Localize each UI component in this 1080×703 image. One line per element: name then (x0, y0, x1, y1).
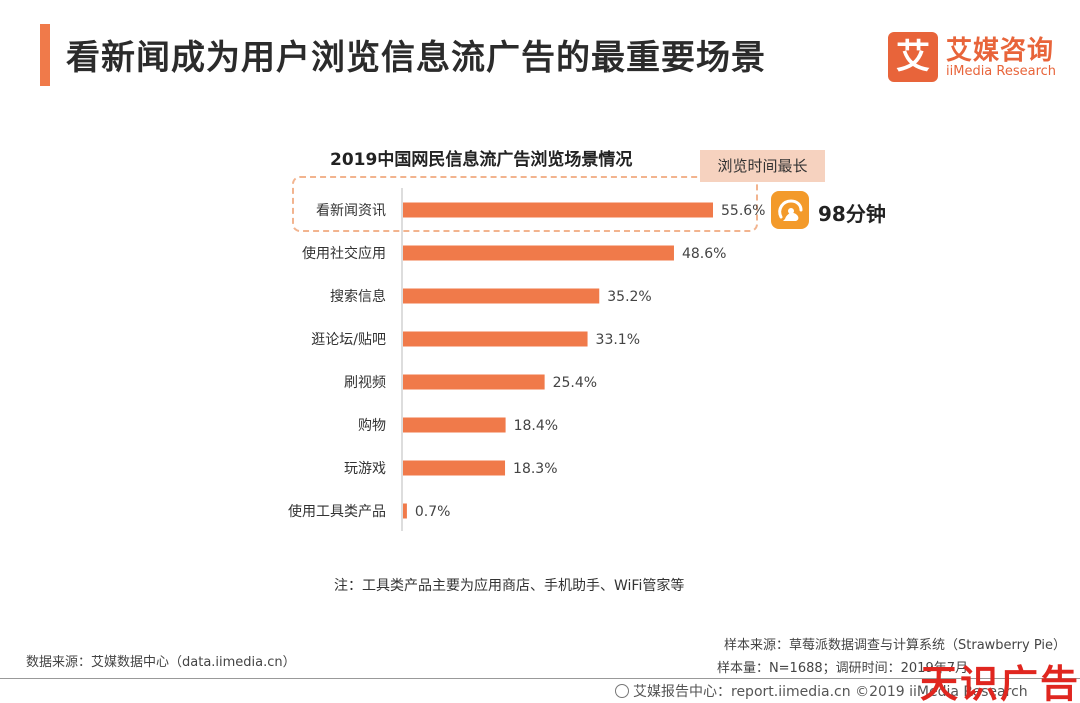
uc-browser-icon (771, 191, 809, 229)
category-label: 搜索信息 (330, 288, 386, 305)
value-label: 18.4% (514, 418, 558, 434)
category-label: 刷视频 (344, 375, 386, 391)
category-label: 逛论坛/贴吧 (311, 332, 386, 348)
chart-title: 2019中国网民信息流广告浏览场景情况 (330, 150, 633, 170)
logo-mark: 艾 (888, 32, 938, 82)
value-label: 35.2% (607, 289, 651, 305)
value-label: 25.4% (553, 375, 597, 391)
category-label: 使用工具类产品 (288, 503, 386, 520)
footer-copyright-text: 艾媒报告中心：report.iimedia.cn ©2019 iiMedia R… (633, 684, 1028, 700)
bar (403, 460, 506, 476)
category-label: 看新闻资讯 (316, 203, 386, 219)
logo-chinese-name: 艾媒咨询 (946, 36, 1055, 66)
category-label: 玩游戏 (344, 461, 386, 477)
category-label: 购物 (358, 418, 386, 434)
value-label: 33.1% (596, 332, 640, 348)
longest-time-callout: 浏览时间最长 (700, 150, 825, 182)
bar (403, 245, 674, 261)
iimedia-logo: 艾 艾媒咨询 iiMedia Research (888, 30, 1068, 86)
bar (403, 417, 506, 433)
bar (403, 331, 588, 347)
top-category-highlight-box (292, 176, 758, 232)
title-accent-bar (40, 24, 50, 86)
value-label: 18.3% (513, 461, 557, 477)
bar (403, 288, 600, 304)
app-time-label: 98分钟 (818, 202, 886, 226)
value-label: 0.7% (415, 504, 451, 520)
page-title: 看新闻成为用户浏览信息流广告的最重要场景 (66, 38, 766, 78)
globe-icon (615, 684, 629, 698)
sample-source: 样本来源：草莓派数据调查与计算系统（Strawberry Pie） (724, 638, 1066, 653)
category-label: 使用社交应用 (302, 245, 386, 262)
value-label: 55.6% (721, 203, 765, 219)
footer-divider (0, 678, 1080, 679)
watermark: 天识广告 (920, 662, 1080, 703)
logo-english-name: iiMedia Research (946, 64, 1057, 79)
data-source: 数据来源：艾媒数据中心（data.iimedia.cn） (26, 655, 296, 670)
bar (403, 503, 407, 519)
bar (403, 374, 545, 390)
value-label: 48.6% (682, 246, 726, 262)
chart-note: 注：工具类产品主要为应用商店、手机助手、WiFi管家等 (334, 578, 685, 594)
bar (403, 202, 713, 218)
sample-meta: 样本量：N=1688；调研时间：2019年7月 (716, 661, 968, 676)
footer-copyright: 艾媒报告中心：report.iimedia.cn ©2019 iiMedia R… (615, 681, 1028, 701)
